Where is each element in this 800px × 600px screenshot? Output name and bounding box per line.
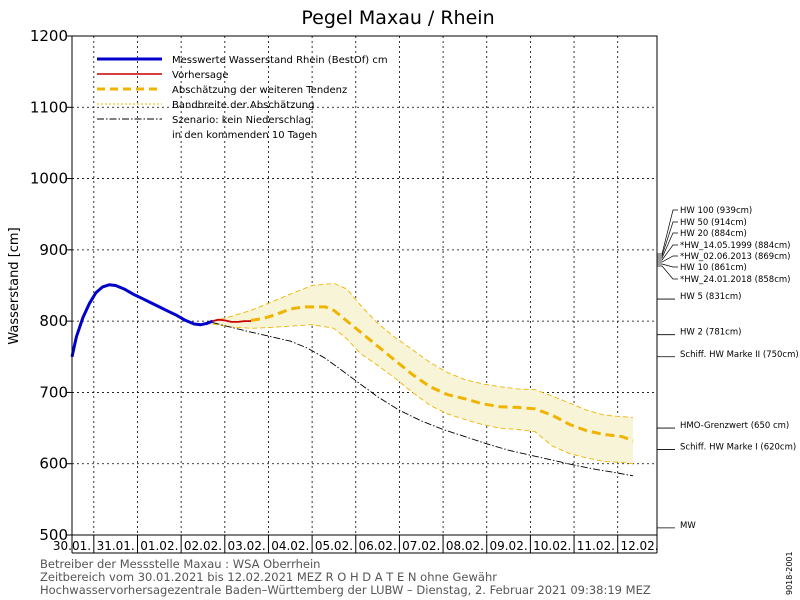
xtick-label: 03.02. bbox=[228, 539, 266, 553]
xtick-label: 06.02. bbox=[359, 539, 397, 553]
footer-line-2: Zeitbereich vom 30.01.2021 bis 12.02.202… bbox=[40, 570, 497, 584]
reference-label: HW 20 (884cm) bbox=[680, 229, 747, 239]
x-axis: 30.01. 31.01. 01.02. 02.02. 03.02. 04.02. 05.0… bbox=[53, 535, 659, 553]
ytick-label: 600 bbox=[39, 455, 68, 473]
xtick-label: 31.01. bbox=[97, 539, 135, 553]
series-band-lower bbox=[212, 323, 634, 465]
chart-title: Pegel Maxau / Rhein bbox=[301, 7, 494, 29]
y-axis-label: Wasserstand [cm] bbox=[7, 227, 22, 344]
reference-label: Schiff. HW Marke I (620cm) bbox=[680, 442, 796, 452]
reference-labels: HW 100 (939cm) HW 50 (914cm)HW 20 (884cm)… bbox=[657, 206, 799, 531]
xtick-label: 10.02. bbox=[533, 539, 571, 553]
y-axis: 500 600 700 800 900 1000 1100 1200 bbox=[30, 27, 72, 544]
reference-label: Schiff. HW Marke II (750cm) bbox=[680, 350, 799, 360]
ytick-label: 1100 bbox=[30, 98, 68, 116]
reference-leader bbox=[657, 221, 678, 257]
xtick-label: 01.02. bbox=[140, 539, 178, 553]
xtick-label: 08.02. bbox=[446, 539, 484, 553]
reference-label: HW 10 (861cm) bbox=[680, 263, 747, 273]
reference-label: *HW_24.01.2018 (858cm) bbox=[680, 275, 790, 285]
legend-item: Messwerte Wasserstand Rhein (BestOf) cm bbox=[172, 55, 388, 66]
reference-label: *HW_14.05.1999 (884cm) bbox=[680, 241, 790, 251]
legend-item: Vorhersage bbox=[172, 70, 229, 81]
xtick-label: 02.02. bbox=[184, 539, 222, 553]
grid bbox=[72, 36, 657, 535]
reference-label: HW 2 (781cm) bbox=[680, 328, 741, 338]
series-band-upper bbox=[212, 282, 634, 418]
reference-leader bbox=[657, 244, 678, 261]
legend: Messwerte Wasserstand Rhein (BestOf) cm V… bbox=[97, 55, 388, 141]
reference-label: HW 5 (831cm) bbox=[680, 292, 741, 302]
xtick-label: 30.01. bbox=[53, 539, 91, 553]
reference-leader bbox=[657, 209, 678, 255]
xtick-label: 04.02. bbox=[271, 539, 309, 553]
reference-label: HW 50 (914cm) bbox=[680, 218, 747, 228]
plot-frame bbox=[71, 35, 658, 536]
series-forecast bbox=[212, 318, 251, 323]
ytick-label: 1200 bbox=[30, 27, 68, 45]
reference-leader bbox=[657, 265, 678, 280]
reference-label: MW bbox=[680, 521, 696, 531]
series-measured bbox=[70, 283, 214, 358]
reference-label: HMO-Grenzwert (650 cm) bbox=[680, 421, 789, 431]
footer-line-1: Betreiber der Messstelle Maxau : WSA Obe… bbox=[40, 557, 320, 571]
legend-item: Abschätzung der weiteren Tendenz bbox=[172, 85, 347, 96]
ytick-label: 800 bbox=[39, 312, 68, 330]
ytick-label: 500 bbox=[39, 526, 68, 544]
xtick-label: 12.02. bbox=[620, 539, 658, 553]
legend-item: in den kommenden 10 Tagen bbox=[172, 130, 317, 141]
side-code: 9018-2001 bbox=[785, 551, 794, 595]
ytick-label: 1000 bbox=[30, 170, 68, 188]
reference-leader bbox=[657, 263, 678, 268]
reference-leader bbox=[657, 232, 678, 259]
legend-item: Szenario: kein Niederschlag bbox=[172, 115, 311, 126]
series-scenario bbox=[212, 322, 634, 477]
xtick-label: 07.02. bbox=[402, 539, 440, 553]
reference-label: HW 100 (939cm) bbox=[680, 206, 752, 216]
series-tendency bbox=[250, 305, 634, 443]
xtick-label: 11.02. bbox=[577, 539, 615, 553]
reference-leader bbox=[657, 255, 678, 263]
ytick-label: 700 bbox=[39, 383, 68, 401]
xtick-label: 05.02. bbox=[315, 539, 353, 553]
band-layer bbox=[212, 283, 633, 464]
xtick-label: 09.02. bbox=[489, 539, 527, 553]
reference-label: *HW_02.06.2013 (869cm) bbox=[680, 252, 790, 262]
legend-item: Bandbreite der Abschätzung bbox=[172, 100, 314, 111]
series-layer bbox=[70, 282, 634, 477]
footer-line-3: Hochwasservorhersagezentrale Baden–Württ… bbox=[40, 583, 651, 597]
ytick-label: 900 bbox=[39, 241, 68, 259]
band-fill bbox=[212, 283, 633, 464]
